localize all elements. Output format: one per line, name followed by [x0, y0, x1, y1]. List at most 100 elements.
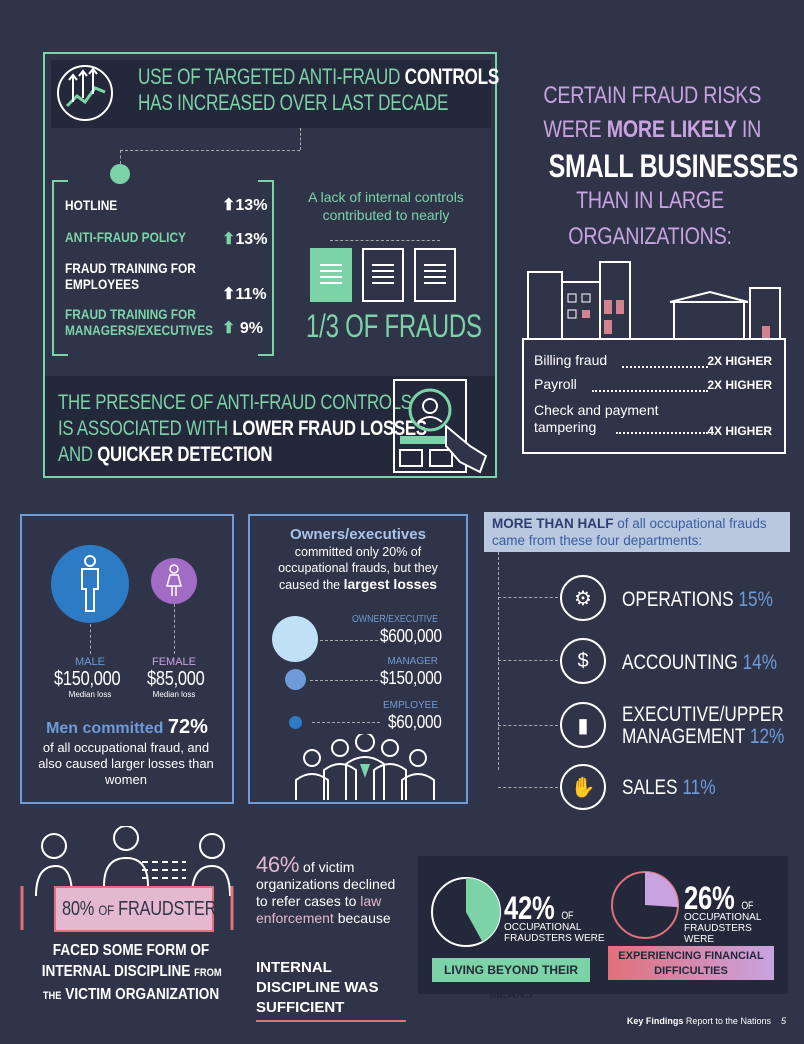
flag-a-pct-wrap: 42% OF — [504, 890, 573, 927]
executive-icon: ▮ — [560, 702, 606, 748]
control-hotline-pct: 13% — [235, 197, 268, 214]
presence-e: QUICKER DETECTION — [97, 443, 273, 466]
fraudsters-word: FRAUDSTERS — [118, 898, 227, 920]
position-head: Owners/executives — [290, 526, 426, 543]
position-text-a: committed only 20% of occupational fraud… — [278, 545, 438, 592]
discipline-line2b: FROM — [194, 967, 222, 979]
presence-b: IS ASSOCIATED WITH — [58, 417, 228, 440]
control-training-managers: FRAUD TRAINING FOR MANAGERS/EXECUTIVES — [65, 306, 214, 338]
manager-circle — [285, 669, 306, 690]
dept-operations-value: 15% — [738, 588, 773, 611]
flag-a-pct: 42% — [504, 890, 555, 926]
team-icon — [295, 734, 435, 800]
page-footer: Key Findings Report to the Nations 5 — [627, 1016, 786, 1026]
declined-text: 46% of victim organizations declined to … — [256, 854, 406, 927]
document-icon — [414, 248, 456, 302]
footer-bold: Key Findings — [626, 1016, 684, 1026]
presence-d: AND — [58, 443, 93, 466]
discipline-line3a: THE — [42, 990, 62, 1002]
men-c: of all occupational fraud, and also caus… — [38, 740, 214, 787]
flag-b-pct-wrap: 26% OF — [684, 880, 753, 917]
footer-text: Report to the Nations — [685, 1016, 771, 1026]
controls-title-a: USE OF TARGETED ANTI-FRAUD — [138, 64, 401, 89]
small-biz-line2c: IN — [741, 116, 762, 143]
dept-executive: EXECUTIVE/UPPER MANAGEMENT 12% — [622, 704, 784, 748]
dept-sales-label: SALES — [622, 776, 678, 799]
risk-payroll: Payroll — [534, 376, 577, 392]
controls-title-c: HAS INCREASED OVER LAST DECADE — [138, 90, 449, 115]
men-b: 72% — [167, 716, 208, 738]
female-label: FEMALE — [151, 656, 196, 668]
control-policy-value: ⬆13% — [222, 231, 268, 248]
dept-executive-value: 12% — [749, 725, 785, 748]
accounting-icon: $ — [560, 638, 606, 684]
small-biz-heading: CERTAIN FRAUD RISKS WERE MORE LIKELY IN … — [520, 82, 799, 251]
dept-sales-value: 11% — [682, 776, 716, 799]
controls-title: USE OF TARGETED ANTI-FRAUD CONTROLS — [138, 64, 499, 90]
discipline-line2: INTERNAL DISCIPLINE FROM — [41, 961, 222, 984]
small-biz-line5: ORGANIZATIONS: — [568, 223, 732, 250]
pie-26 — [611, 871, 679, 939]
presence-text: THE PRESENCE OF ANTI-FRAUD CONTROLS IS A… — [58, 390, 427, 468]
declined-text-b: law enforcement — [256, 893, 382, 926]
owner-value: $600,000 — [380, 626, 442, 646]
departments-head-b: of all occupational frauds came from the… — [492, 516, 767, 548]
small-biz-line2b: MORE LIKELY — [606, 116, 737, 143]
small-biz-line4: THAN IN LARGE — [576, 187, 724, 214]
footer-page: 5 — [780, 1016, 786, 1026]
discipline-line2a: INTERNAL DISCIPLINE — [41, 963, 191, 980]
male-median: Median loss — [68, 690, 112, 699]
employee-label: EMPLOYEE — [382, 700, 438, 711]
employee-circle — [289, 716, 302, 729]
small-biz-line3: SMALL BUSINESSES — [548, 148, 799, 184]
dept-operations-label: OPERATIONS — [622, 588, 734, 611]
dept-accounting-label: ACCOUNTING — [622, 651, 738, 674]
control-policy: ANTI-FRAUD POLICY — [65, 229, 186, 245]
lack-text: A lack of internal controls contributed … — [308, 189, 464, 223]
owner-label: OWNER/EXECUTIVE — [351, 614, 438, 625]
fraction-text: 1/3 OF FRAUDS — [306, 308, 482, 344]
buildings-icon — [522, 261, 786, 342]
flag-a-of: OF — [561, 910, 574, 922]
controls-title-b: CONTROLS — [404, 64, 500, 89]
small-biz-line2a: WERE — [543, 116, 602, 143]
pie-42 — [431, 877, 501, 947]
dept-accounting: ACCOUNTING 14% — [622, 651, 777, 675]
men-committed: Men committed 72% — [22, 716, 232, 739]
declined-pct: 46% — [256, 852, 300, 877]
control-training-managers-value: ⬆ 9% — [222, 320, 263, 337]
fraudsters-of: OF — [98, 902, 114, 918]
departments-head-a: MORE THAN HALF — [492, 516, 614, 531]
declined-reason: INTERNAL DISCIPLINE WAS SUFFICIENT — [256, 958, 406, 1022]
departments-head: MORE THAN HALF of all occupational fraud… — [492, 515, 788, 549]
discipline-text: FACED SOME FORM OF INTERNAL DISCIPLINE F… — [26, 940, 236, 1007]
sales-icon: ✋ — [560, 764, 606, 810]
control-hotline-value: ⬆13% — [222, 197, 268, 214]
risk-billing-value: 2X HIGHER — [707, 354, 772, 368]
controls-panel — [43, 52, 497, 478]
detection-icon — [393, 379, 488, 474]
departments-banner — [484, 512, 790, 552]
control-policy-pct: 13% — [235, 231, 268, 248]
position-text-b: largest losses — [343, 576, 438, 592]
small-biz-line2: WERE MORE LIKELY IN — [543, 116, 761, 144]
flag-b-pct: 26% — [684, 880, 735, 916]
flag-b-text: OCCUPATIONAL FRAUDSTERS WERE — [684, 912, 762, 945]
chart-growth-icon — [57, 65, 113, 121]
dept-sales: SALES 11% — [622, 776, 716, 800]
controls-header — [51, 60, 491, 128]
flag-b-of: OF — [741, 900, 754, 912]
document-icon — [362, 248, 404, 302]
presence-a: THE PRESENCE OF ANTI-FRAUD CONTROLS — [58, 391, 412, 414]
control-training-managers-pct: 9% — [239, 320, 263, 337]
fraudsters-pct: 80% — [62, 898, 95, 920]
men-a: Men committed — [46, 720, 164, 737]
manager-value: $150,000 — [380, 668, 442, 688]
document-icon — [310, 248, 352, 302]
meeting-icon — [20, 826, 234, 930]
male-icon — [81, 555, 99, 612]
female-value: $85,000 — [147, 668, 205, 690]
female-median: Median loss — [152, 690, 196, 699]
risk-check: Check and payment tampering — [534, 402, 659, 435]
dept-operations: OPERATIONS 15% — [622, 588, 773, 612]
